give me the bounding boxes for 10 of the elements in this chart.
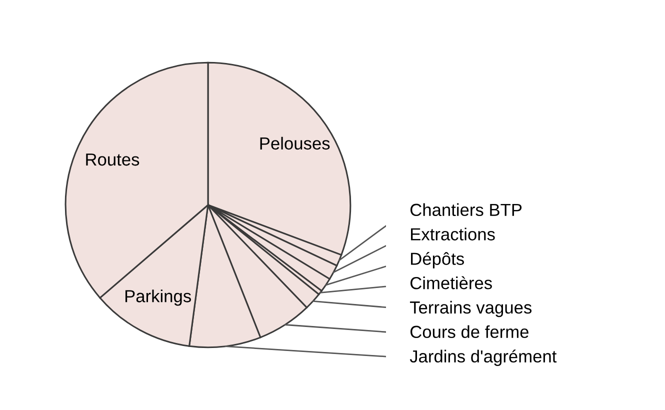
- slice-label: Chantiers BTP: [410, 203, 522, 216]
- slice-label: Cimetières: [410, 276, 492, 290]
- slice-label: Cours de ferme: [410, 325, 528, 338]
- slice-label: Dépôts: [411, 252, 464, 268]
- slice-label: Parkings: [125, 290, 191, 306]
- slice-label: Terrains vagues: [410, 300, 532, 318]
- slice-label: Routes: [86, 154, 140, 166]
- slice-label: Extractions: [411, 228, 495, 240]
- slice-label: Pelouses: [260, 136, 330, 150]
- slice-label: Jardins d'agrément: [410, 350, 557, 366]
